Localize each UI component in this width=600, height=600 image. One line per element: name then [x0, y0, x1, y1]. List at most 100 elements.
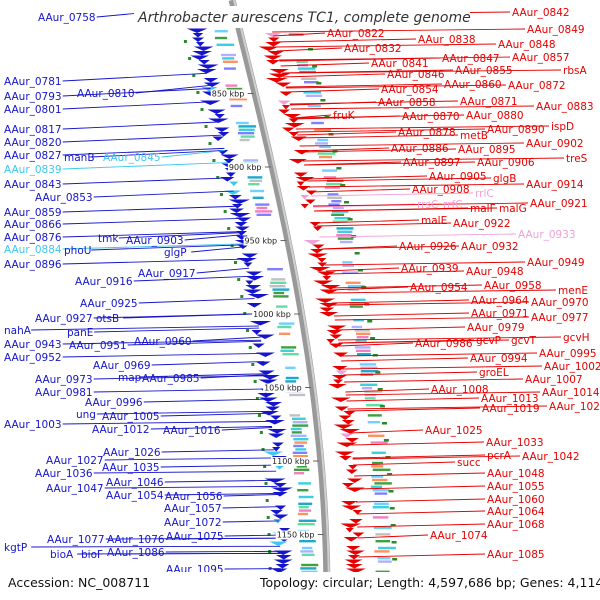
- reverse-gene-arrow: [234, 222, 248, 227]
- feature-block: [331, 210, 349, 213]
- leader-line: [336, 326, 466, 331]
- right-gene-label: AAur_0872: [508, 80, 566, 92]
- forward-gene-arrow: [317, 258, 327, 263]
- feature-block: [226, 87, 243, 91]
- reverse-gene-arrow: [255, 361, 271, 366]
- right-gene-label: AAur_1007: [525, 374, 583, 386]
- left-gene-labels: AAur_0758AAur_0781AAur_0810AAur_0793AAur…: [4, 12, 224, 576]
- gc-dot: [389, 507, 395, 510]
- feature-block: [238, 128, 255, 131]
- reverse-gene-arrow: [274, 505, 287, 510]
- leader-line: [357, 534, 429, 539]
- reverse-gene-arrow: [225, 172, 236, 177]
- feature-block: [327, 193, 339, 196]
- forward-gene-arrow: [319, 312, 339, 317]
- forward-gene-arrow: [312, 226, 323, 231]
- feature-block: [225, 84, 238, 87]
- reverse-gene-arrow: [223, 159, 235, 164]
- leader-line: [93, 190, 234, 198]
- right-gene-label: AAur_0847: [442, 53, 500, 65]
- leader-line: [161, 149, 225, 158]
- leader-line: [133, 275, 251, 282]
- feature-block: [294, 472, 305, 475]
- forward-gene-arrow: [334, 451, 355, 456]
- feature-block: [349, 305, 363, 308]
- kbp-tick-background: [243, 236, 281, 246]
- leader-line: [332, 301, 530, 306]
- gc-dot: [263, 465, 267, 468]
- right-gene-label: AAur_0883: [536, 101, 594, 113]
- leader-line: [347, 405, 548, 410]
- gc-dot: [188, 57, 192, 60]
- reverse-gene-arrow: [235, 217, 252, 222]
- gc-dot: [204, 125, 208, 128]
- leader-line: [341, 357, 469, 362]
- right-gene-label: AAur_0838: [418, 34, 476, 46]
- feature-block: [356, 353, 371, 356]
- feature-block: [372, 468, 391, 471]
- reverse-gene-arrow: [269, 541, 288, 546]
- reverse-gene-arrow: [264, 420, 285, 425]
- map-title: Arthrobacter aurescens TC1, complete gen…: [137, 10, 471, 26]
- feature-block: [375, 570, 390, 573]
- right-gene-label: AAur_1002: [544, 361, 600, 373]
- feature-block: [374, 550, 390, 553]
- right-gene-label: AAur_0897: [403, 157, 461, 169]
- right-gene-label: AAur_1008: [431, 384, 489, 396]
- forward-gene-arrow: [317, 262, 328, 267]
- forward-gene-arrow: [288, 118, 299, 123]
- feature-block: [249, 179, 263, 182]
- right-gene-label: ispD: [551, 121, 574, 133]
- leader-line: [221, 427, 273, 431]
- topology-text: Topology: circular; Length: 4,597,686 bp…: [259, 575, 600, 590]
- forward-gene-arrow: [345, 568, 366, 573]
- forward-gene-arrow: [343, 537, 359, 542]
- right-gene-label: AAur_1048: [487, 468, 545, 480]
- feature-block: [303, 91, 322, 94]
- feature-block: [250, 189, 265, 193]
- forward-gene-arrow: [341, 420, 355, 425]
- leader-line: [297, 131, 397, 136]
- left-gene-label: manB: [64, 152, 95, 164]
- right-gene-label: AAur_0855: [455, 65, 513, 77]
- forward-gene-arrow: [277, 100, 291, 105]
- left-gene-label: AAur_0943: [4, 339, 62, 351]
- leader-line: [138, 373, 266, 378]
- left-gene-label: AAur_0845: [103, 152, 161, 164]
- left-gene-label: AAur_0996: [85, 397, 143, 409]
- feature-block: [292, 424, 309, 427]
- right-gene-label: rbsA: [563, 65, 587, 77]
- leader-line: [310, 192, 474, 197]
- right-gene-label: AAur_0977: [531, 312, 589, 324]
- left-gene-label: nahA: [4, 325, 32, 337]
- feature-block: [374, 502, 389, 505]
- left-gene-label: AAur_1072: [164, 517, 222, 529]
- feature-block: [297, 523, 315, 526]
- forward-gene-arrow: [352, 532, 365, 537]
- forward-gene-arrow: [340, 433, 354, 438]
- leader-line: [319, 233, 517, 238]
- leader-line: [62, 134, 222, 143]
- left-gene-label: AAur_1077: [47, 534, 105, 546]
- right-gene-label: glgB: [493, 173, 516, 185]
- gc-dot: [377, 388, 383, 391]
- leader-line: [62, 420, 272, 425]
- reverse-gene-arrow: [193, 46, 214, 51]
- leader-line: [300, 147, 390, 152]
- reverse-gene-arrow: [243, 262, 253, 267]
- right-gene-label: gcvH: [563, 332, 590, 344]
- left-gene-label: AAur_0820: [4, 137, 62, 149]
- forward-gene-arrow: [278, 109, 291, 114]
- left-gene-label: AAur_1056: [165, 491, 223, 503]
- leader-line: [357, 523, 486, 528]
- right-gene-label: AAur_0871: [460, 96, 518, 108]
- right-gene-label: AAur_1013: [481, 393, 539, 405]
- leader-line: [355, 485, 486, 490]
- reverse-gene-arrow: [241, 253, 259, 258]
- feature-block: [351, 325, 363, 329]
- reverse-gene-arrow: [272, 514, 289, 519]
- forward-gene-arrow: [335, 370, 348, 375]
- feature-block: [314, 128, 332, 131]
- leader-line: [62, 258, 248, 265]
- right-gene-label: treS: [566, 153, 588, 165]
